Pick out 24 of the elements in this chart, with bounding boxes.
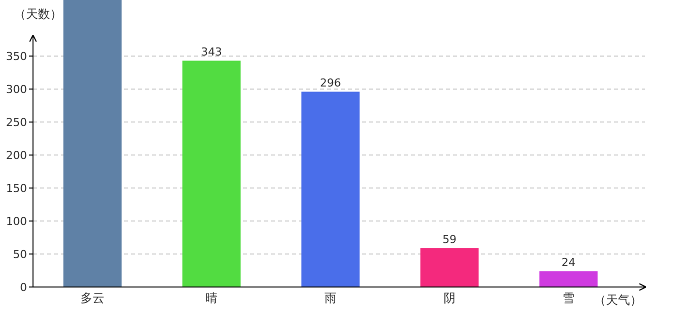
data-label: 24 [562, 256, 576, 270]
y-tick-label: 300 [6, 83, 27, 96]
x-axis-title: （天气） [594, 293, 642, 307]
y-tick-label: 0 [20, 281, 27, 294]
y-tick-label: 150 [6, 182, 27, 196]
y-axis-title: （天数） [14, 7, 62, 21]
x-tick-label: 阴 [444, 291, 456, 305]
y-tick-label: 100 [6, 215, 27, 228]
y-tick-label: 250 [6, 116, 27, 130]
data-label: 59 [442, 233, 456, 246]
bar [182, 60, 241, 287]
bar [63, 0, 122, 287]
x-tick-label: 多云 [80, 291, 104, 305]
bar [539, 271, 598, 287]
bar [420, 248, 479, 287]
data-label: 343 [201, 46, 222, 59]
x-tick-label: 雪 [562, 291, 574, 305]
y-tick-label: 200 [6, 149, 27, 162]
x-tick-label: 晴 [206, 291, 218, 305]
y-tick-label: 50 [13, 248, 27, 262]
data-label: 296 [320, 76, 341, 90]
x-tick-label: 雨 [324, 291, 336, 305]
y-tick-label: 350 [6, 50, 27, 64]
bar [301, 92, 360, 287]
